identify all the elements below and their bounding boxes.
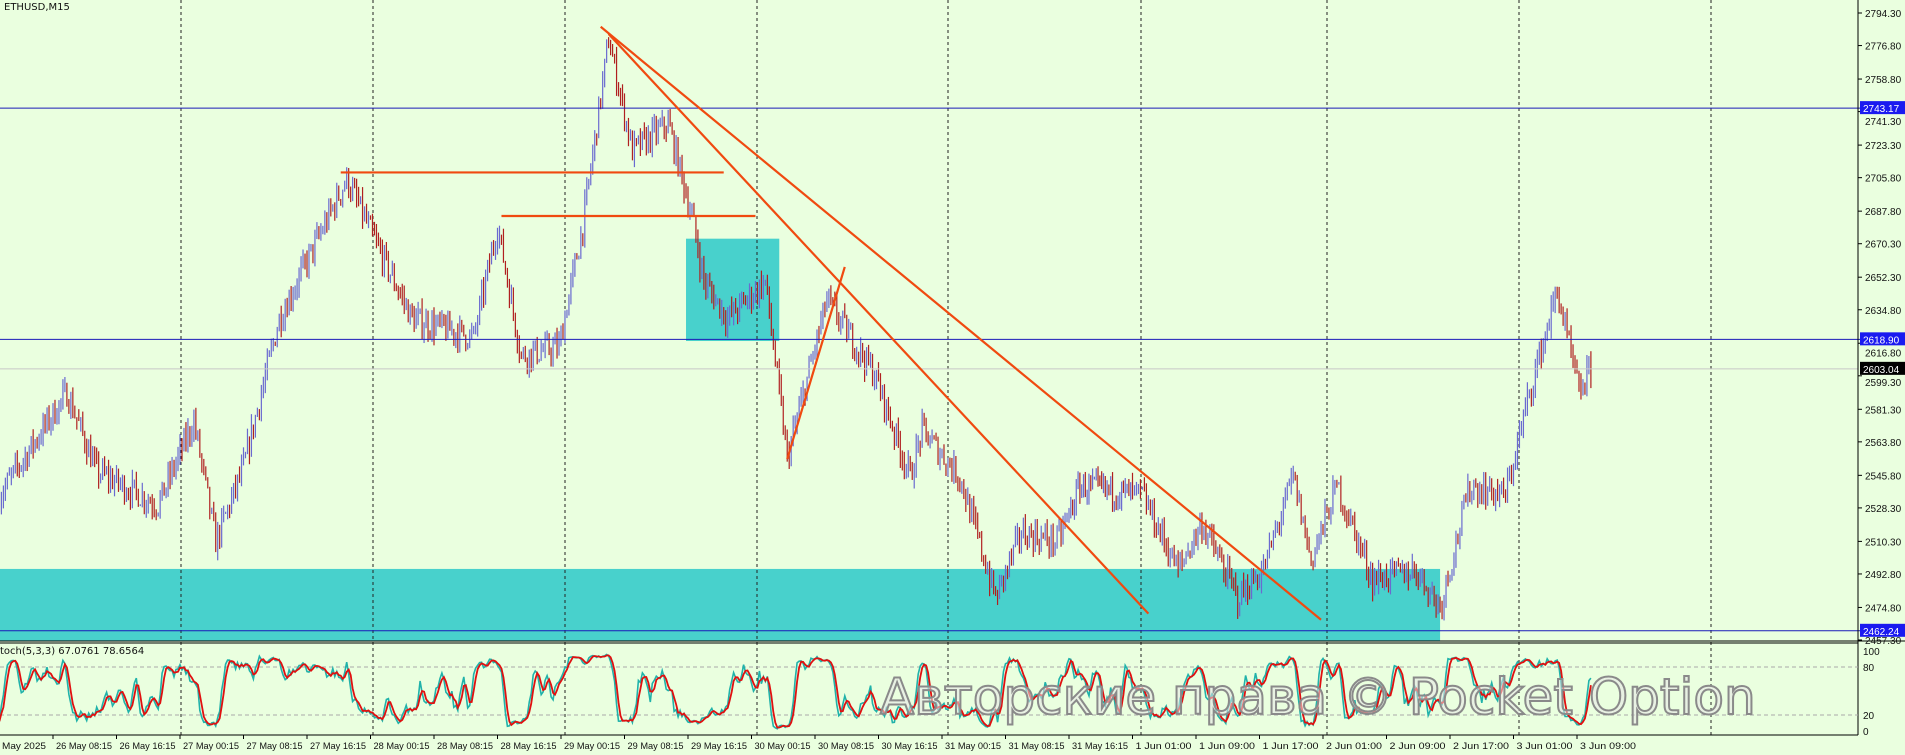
time-tick-label: 27 May 16:15 (310, 741, 366, 752)
price-tick-label: 2616.80 (1865, 348, 1902, 359)
stochastic-level-label: 20 (1863, 711, 1875, 722)
level-price-tag: 2618.90 (1863, 335, 1900, 346)
time-tick-label: 28 May 00:15 (374, 741, 430, 752)
time-tick-label: 3 Jun 09:00 (1580, 741, 1636, 752)
level-price-tag-bg (1860, 101, 1905, 115)
time-tick-label: 26 May 08:15 (56, 741, 112, 752)
price-tick-label: 2563.80 (1865, 438, 1902, 449)
stochastic-level-label: 0 (1863, 727, 1869, 738)
price-tick-label: 2545.80 (1865, 471, 1902, 482)
price-tick-label: 2492.80 (1865, 570, 1902, 581)
last-price-tag: 2603.04 (1863, 365, 1900, 376)
price-tick-label: 2670.30 (1865, 240, 1902, 251)
time-tick-label: 31 May 00:15 (945, 741, 1001, 752)
time-tick-label: 31 May 16:15 (1072, 741, 1128, 752)
stochastic-level-label: 100 (1863, 647, 1880, 658)
time-tick-label: 30 May 00:15 (755, 741, 811, 752)
time-tick-label: 1 Jun 09:00 (1199, 741, 1255, 752)
level-price-tag-bg (1860, 623, 1905, 637)
price-tick-label: 2599.30 (1865, 378, 1902, 389)
stochastic-label: toch(5,3,3) 67.0761 78.6564 (0, 646, 145, 657)
symbol-label: ETHUSD,M15 (4, 2, 70, 13)
price-tick-label: 2510.30 (1865, 537, 1902, 548)
price-tick-label: 2776.80 (1865, 42, 1902, 53)
time-tick-label: 28 May 16:15 (501, 741, 557, 752)
level-price-tag: 2743.17 (1863, 104, 1900, 115)
time-tick-label: 2 Jun 17:00 (1453, 741, 1509, 752)
ohlc-bars (0, 37, 1592, 621)
time-tick-label: 29 May 16:15 (691, 741, 747, 752)
time-tick-label: 28 May 08:15 (437, 741, 493, 752)
stochastic-signal-line (0, 654, 1592, 729)
price-tick-label: 2581.30 (1865, 405, 1902, 416)
price-tick-label: 2758.80 (1865, 75, 1902, 86)
price-tick-label: 2528.30 (1865, 504, 1902, 515)
price-tick-label: 2474.80 (1865, 603, 1902, 614)
time-tick-label: 29 May 00:15 (564, 741, 620, 752)
time-tick-label: 29 May 08:15 (628, 741, 684, 752)
time-tick-label: 3 Jun 01:00 (1517, 741, 1573, 752)
level-price-tag: 2462.24 (1863, 627, 1900, 638)
zone-rectangle (0, 568, 1441, 642)
time-tick-label: 27 May 00:15 (183, 741, 239, 752)
trendline (599, 25, 1322, 621)
time-tick-label: 31 May 08:15 (1009, 741, 1065, 752)
time-tick-label: 27 May 08:15 (247, 741, 303, 752)
time-tick-label: 30 May 08:15 (818, 741, 874, 752)
time-tick-label: 1 Jun 17:00 (1263, 741, 1319, 752)
price-tick-label: 2723.30 (1865, 141, 1902, 152)
trendline (607, 33, 1150, 615)
time-tick-label: May 2025 (2, 741, 46, 752)
price-tick-label: 2687.80 (1865, 207, 1902, 218)
price-tick-label: 2794.30 (1865, 9, 1902, 20)
last-price-tag-bg (1860, 361, 1905, 375)
time-tick-label: 1 Jun 01:00 (1136, 741, 1192, 752)
time-tick-label: 2 Jun 09:00 (1390, 741, 1446, 752)
price-tick-label: 2457.30 (1865, 636, 1902, 647)
time-tick-label: 26 May 16:15 (120, 741, 176, 752)
time-tick-label: 30 May 16:15 (882, 741, 938, 752)
time-tick-label: 2 Jun 01:00 (1326, 741, 1382, 752)
price-tick-label: 2634.80 (1865, 306, 1902, 317)
price-tick-label: 2705.80 (1865, 174, 1902, 185)
stochastic-level-label: 80 (1863, 663, 1875, 674)
trendline (786, 266, 846, 460)
level-price-tag-bg (1860, 332, 1905, 346)
price-tick-label: 2652.30 (1865, 273, 1902, 284)
price-tick-label: 2741.30 (1865, 117, 1902, 128)
